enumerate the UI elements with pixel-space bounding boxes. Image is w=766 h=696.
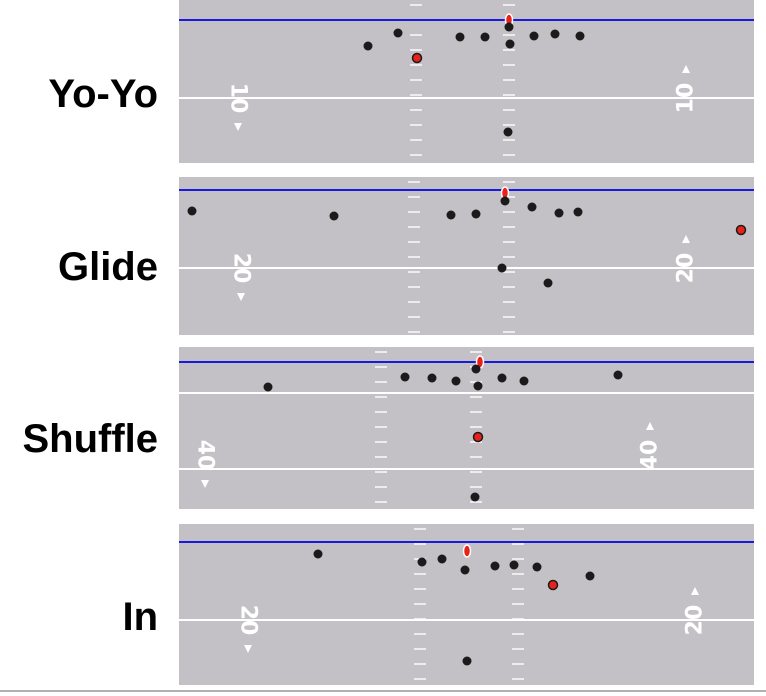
player-marker [529, 31, 539, 41]
yard-arrow-icon [646, 422, 654, 430]
yard-number: 10 [674, 83, 699, 114]
row-label-shuffle: Shuffle [22, 417, 158, 461]
yard-number: 40 [193, 440, 218, 471]
field-panel-glide: 20 20 [179, 177, 754, 335]
highlighted-player-marker [547, 579, 559, 591]
bottom-divider [0, 690, 766, 692]
player-marker [400, 372, 410, 382]
player-marker [263, 382, 273, 392]
player-marker [446, 210, 456, 220]
player-marker [509, 560, 519, 570]
player-marker [554, 208, 564, 218]
player-marker [460, 565, 470, 575]
yard-number: 20 [683, 605, 708, 636]
player-marker [497, 373, 507, 383]
row-label-yoyo: Yo-Yo [48, 72, 158, 116]
player-marker [500, 196, 510, 206]
yard-number: 20 [674, 253, 699, 284]
field-turf [179, 177, 754, 335]
player-marker [527, 202, 537, 212]
player-marker [573, 207, 583, 217]
player-marker [451, 376, 461, 386]
player-marker [393, 28, 403, 38]
player-marker [490, 561, 500, 571]
player-marker [504, 22, 514, 32]
field-turf [179, 347, 754, 509]
football-icon [462, 544, 472, 558]
player-marker [470, 492, 480, 502]
player-marker [329, 211, 339, 221]
player-marker [473, 381, 483, 391]
player-marker [462, 656, 472, 666]
field-panel-shuffle: 40 40 [179, 347, 754, 509]
player-marker [550, 29, 560, 39]
player-marker [613, 370, 623, 380]
yard-arrow-icon [234, 123, 242, 131]
player-marker [497, 263, 507, 273]
player-marker [471, 364, 481, 374]
player-marker [532, 562, 542, 572]
highlighted-player-marker [472, 431, 484, 443]
player-marker [363, 41, 373, 51]
yard-number: 10 [226, 83, 251, 114]
player-marker [437, 554, 447, 564]
yard-number: 40 [638, 440, 663, 471]
player-marker [187, 206, 197, 216]
field-panel-in: 20 20 [179, 524, 754, 685]
player-marker [427, 373, 437, 383]
player-marker [543, 278, 553, 288]
yard-arrow-icon [201, 480, 209, 488]
yard-arrow-icon [682, 235, 690, 243]
player-marker [480, 32, 490, 42]
row-label-in: In [122, 595, 158, 639]
yard-arrow-icon [237, 293, 245, 301]
player-marker [471, 209, 481, 219]
player-marker [505, 39, 515, 49]
yard-arrow-icon [244, 645, 252, 653]
player-marker [455, 32, 465, 42]
player-marker [575, 31, 585, 41]
yard-arrow-icon [691, 587, 699, 595]
player-marker [313, 549, 323, 559]
yard-number: 20 [229, 253, 254, 284]
field-turf [179, 0, 754, 163]
player-marker [519, 376, 529, 386]
player-marker [503, 127, 513, 137]
player-marker [585, 571, 595, 581]
player-marker [417, 557, 427, 567]
field-panel-yoyo: 10 10 [179, 0, 754, 163]
yard-number: 20 [236, 605, 261, 636]
highlighted-player-marker [735, 224, 747, 236]
highlighted-player-marker [411, 52, 423, 64]
row-label-glide: Glide [57, 245, 158, 289]
yard-arrow-icon [682, 65, 690, 73]
